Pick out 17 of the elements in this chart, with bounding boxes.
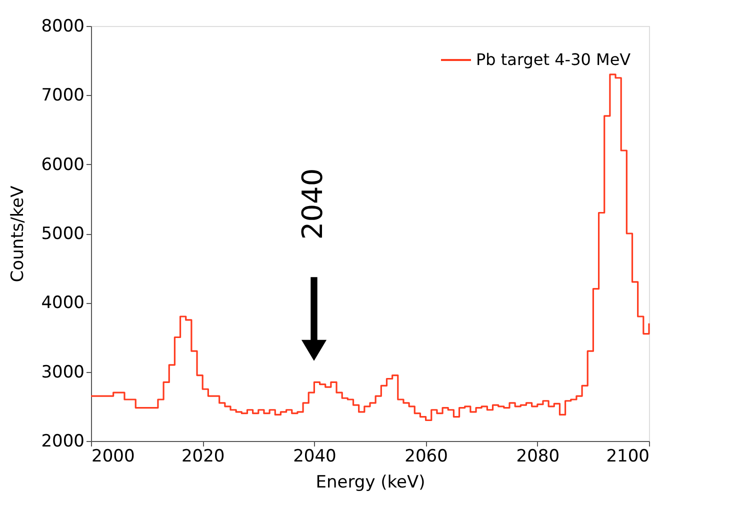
y-tick-label: 8000 [41,16,84,36]
x-tick-label: 2080 [516,446,560,466]
x-tick-label: 2020 [181,446,225,466]
y-tick-label: 2000 [41,432,84,452]
x-tick-label: 2100 [606,446,650,466]
y-tick-label: 3000 [41,362,84,382]
legend-label: Pb target 4-30 MeV [476,50,631,69]
annotation: 2040 [296,168,329,240]
x-tick-label: 2000 [92,446,135,466]
x-tick-label: 2040 [293,446,336,466]
x-tick-label: 2060 [404,446,448,466]
y-tick-label: 7000 [41,86,84,106]
y-axis-title: Counts/keV [8,185,28,282]
y-tick-label: 4000 [41,293,84,314]
y-tick-label: 6000 [41,154,84,175]
y-tick-label: 5000 [41,224,84,244]
x-axis-title: Energy (keV) [316,472,426,492]
